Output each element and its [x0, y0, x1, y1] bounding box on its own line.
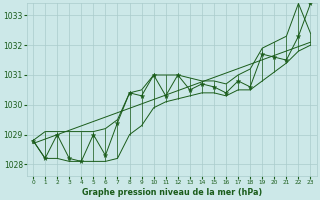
X-axis label: Graphe pression niveau de la mer (hPa): Graphe pression niveau de la mer (hPa) — [82, 188, 262, 197]
